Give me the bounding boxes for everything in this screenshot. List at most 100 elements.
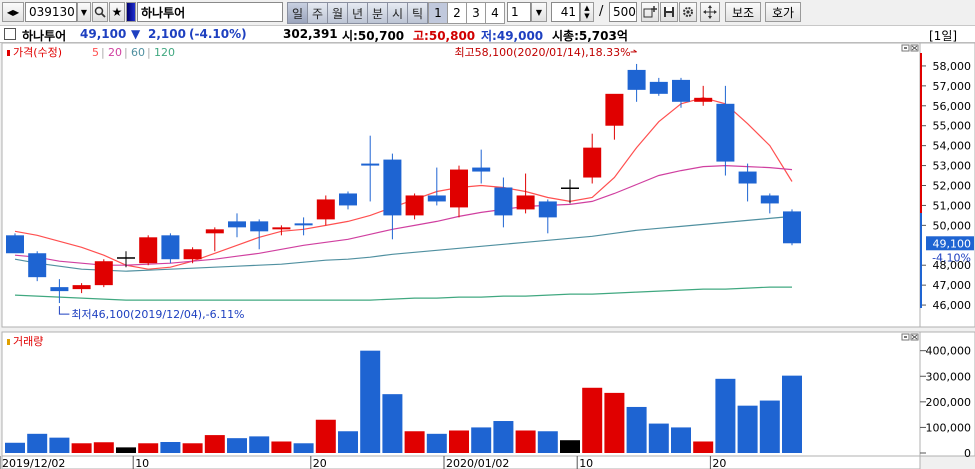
interval-button[interactable]: 1: [428, 2, 448, 24]
candle-body: [183, 249, 202, 260]
assist-button[interactable]: 보조: [725, 2, 761, 22]
volume-bar: [426, 433, 447, 453]
price-tick-label: 54,000: [933, 140, 972, 153]
price-tick-label: 50,000: [933, 219, 972, 232]
candle-body: [117, 257, 135, 259]
current-price-label: 49,100: [933, 237, 972, 250]
candle-body: [405, 195, 424, 216]
volume-bar: [493, 421, 514, 453]
volume-pane-restore-icon[interactable]: [901, 333, 910, 341]
candle-body: [427, 195, 446, 202]
high-annotation: 최고58,100(2020/01/14),18.33%: [454, 46, 630, 59]
volume-bar: [582, 387, 603, 453]
down-arrow-icon: ▼: [131, 27, 141, 41]
candle-body: [50, 287, 69, 292]
low-arrow: [58, 306, 70, 315]
volume-bar: [204, 435, 225, 453]
date-label: 20: [313, 457, 327, 469]
candle-body: [494, 187, 513, 216]
candle-body: [672, 79, 690, 102]
candle-body: [339, 193, 357, 206]
interval-button[interactable]: 3: [466, 2, 486, 24]
info-stock-name: 하나투어: [22, 29, 67, 43]
price-tick-label: 47,000: [933, 279, 972, 292]
volume-bar: [293, 443, 314, 453]
volume-bar: [449, 430, 469, 453]
info-high: 고:50,800: [413, 29, 476, 43]
save-icon[interactable]: [660, 2, 678, 22]
volume-tick-label: 0: [964, 447, 971, 460]
pane-restore-icon[interactable]: [901, 44, 910, 52]
volume-bar: [382, 394, 403, 453]
period-tab[interactable]: 주: [307, 2, 328, 24]
interval-input[interactable]: 1: [507, 2, 531, 22]
volume-bar: [360, 350, 381, 453]
candle-body: [272, 227, 291, 230]
volume-bar: [626, 406, 647, 453]
date-label: 10: [579, 457, 593, 469]
volume-tick-label: 400,000: [926, 345, 972, 358]
volume-bar: [338, 431, 358, 453]
period-tag: [1일]: [929, 29, 958, 43]
stock-name-field: 하나투어: [137, 2, 283, 22]
date-label: 2020/01/02: [446, 457, 509, 469]
search-icon[interactable]: [92, 2, 108, 22]
stock-code-input[interactable]: 039130: [25, 2, 77, 22]
pane-close-icon[interactable]: [910, 44, 919, 52]
period-tab[interactable]: 년: [347, 2, 368, 24]
candle-body: [139, 237, 158, 264]
volume-bar: [5, 442, 25, 453]
code-dropdown-button[interactable]: ▼: [77, 2, 91, 22]
add-chart-icon[interactable]: [641, 2, 659, 22]
favorite-star-icon[interactable]: ★: [109, 2, 125, 22]
period-tab[interactable]: 분: [367, 2, 388, 24]
candle-body: [94, 261, 113, 286]
count-input[interactable]: 41: [551, 2, 580, 22]
interval-button[interactable]: 4: [485, 2, 505, 24]
quote-button[interactable]: 호가: [765, 2, 801, 22]
volume-bar: [471, 427, 492, 453]
current-price-marker: [926, 236, 974, 251]
info-checkbox[interactable]: [4, 28, 16, 40]
candle-body: [516, 195, 535, 210]
svg-text:|: |: [101, 46, 105, 59]
low-annotation: 최저46,100(2019/12/04),-6.11%: [71, 308, 244, 321]
interval-dropdown-button[interactable]: ▼: [531, 2, 547, 22]
candle-body: [294, 223, 313, 226]
volume-bar: [515, 430, 536, 453]
volume-bar: [782, 375, 802, 453]
ma120-line: [14, 286, 792, 301]
volume-bar: [737, 405, 758, 453]
candle-body: [72, 285, 91, 290]
candle-body: [228, 221, 246, 228]
prev-next-arrows[interactable]: ◀▶: [2, 2, 24, 22]
volume-bar: [227, 438, 247, 453]
period-tab[interactable]: 시: [387, 2, 408, 24]
volume-bar: [604, 392, 625, 453]
total-count-input[interactable]: 500: [609, 2, 637, 22]
sector-icon[interactable]: [126, 2, 136, 22]
price-tick-label: 57,000: [933, 80, 972, 93]
volume-tick-label: 200,000: [926, 396, 972, 409]
price-tick-label: 51,000: [933, 199, 972, 212]
svg-text:|: |: [124, 46, 128, 59]
candle-body: [383, 159, 402, 216]
period-tab[interactable]: 월: [327, 2, 348, 24]
candle-body: [205, 229, 224, 234]
interval-button[interactable]: 2: [447, 2, 467, 24]
period-tab[interactable]: 틱: [407, 2, 428, 24]
count-spinner[interactable]: ▲ ▼: [580, 2, 594, 22]
candle-body: [694, 97, 713, 102]
price-tick-label: 53,000: [933, 160, 972, 173]
candle-body: [561, 187, 579, 189]
price-up-bar: [920, 53, 922, 213]
settings-gear-icon[interactable]: [679, 2, 697, 22]
volume-bar: [560, 440, 580, 453]
move-icon[interactable]: [700, 2, 720, 22]
volume-pane-close-icon[interactable]: [910, 333, 919, 341]
candle-body: [583, 147, 602, 178]
info-price: 49,100: [80, 27, 127, 41]
period-tab[interactable]: 일: [287, 2, 308, 24]
